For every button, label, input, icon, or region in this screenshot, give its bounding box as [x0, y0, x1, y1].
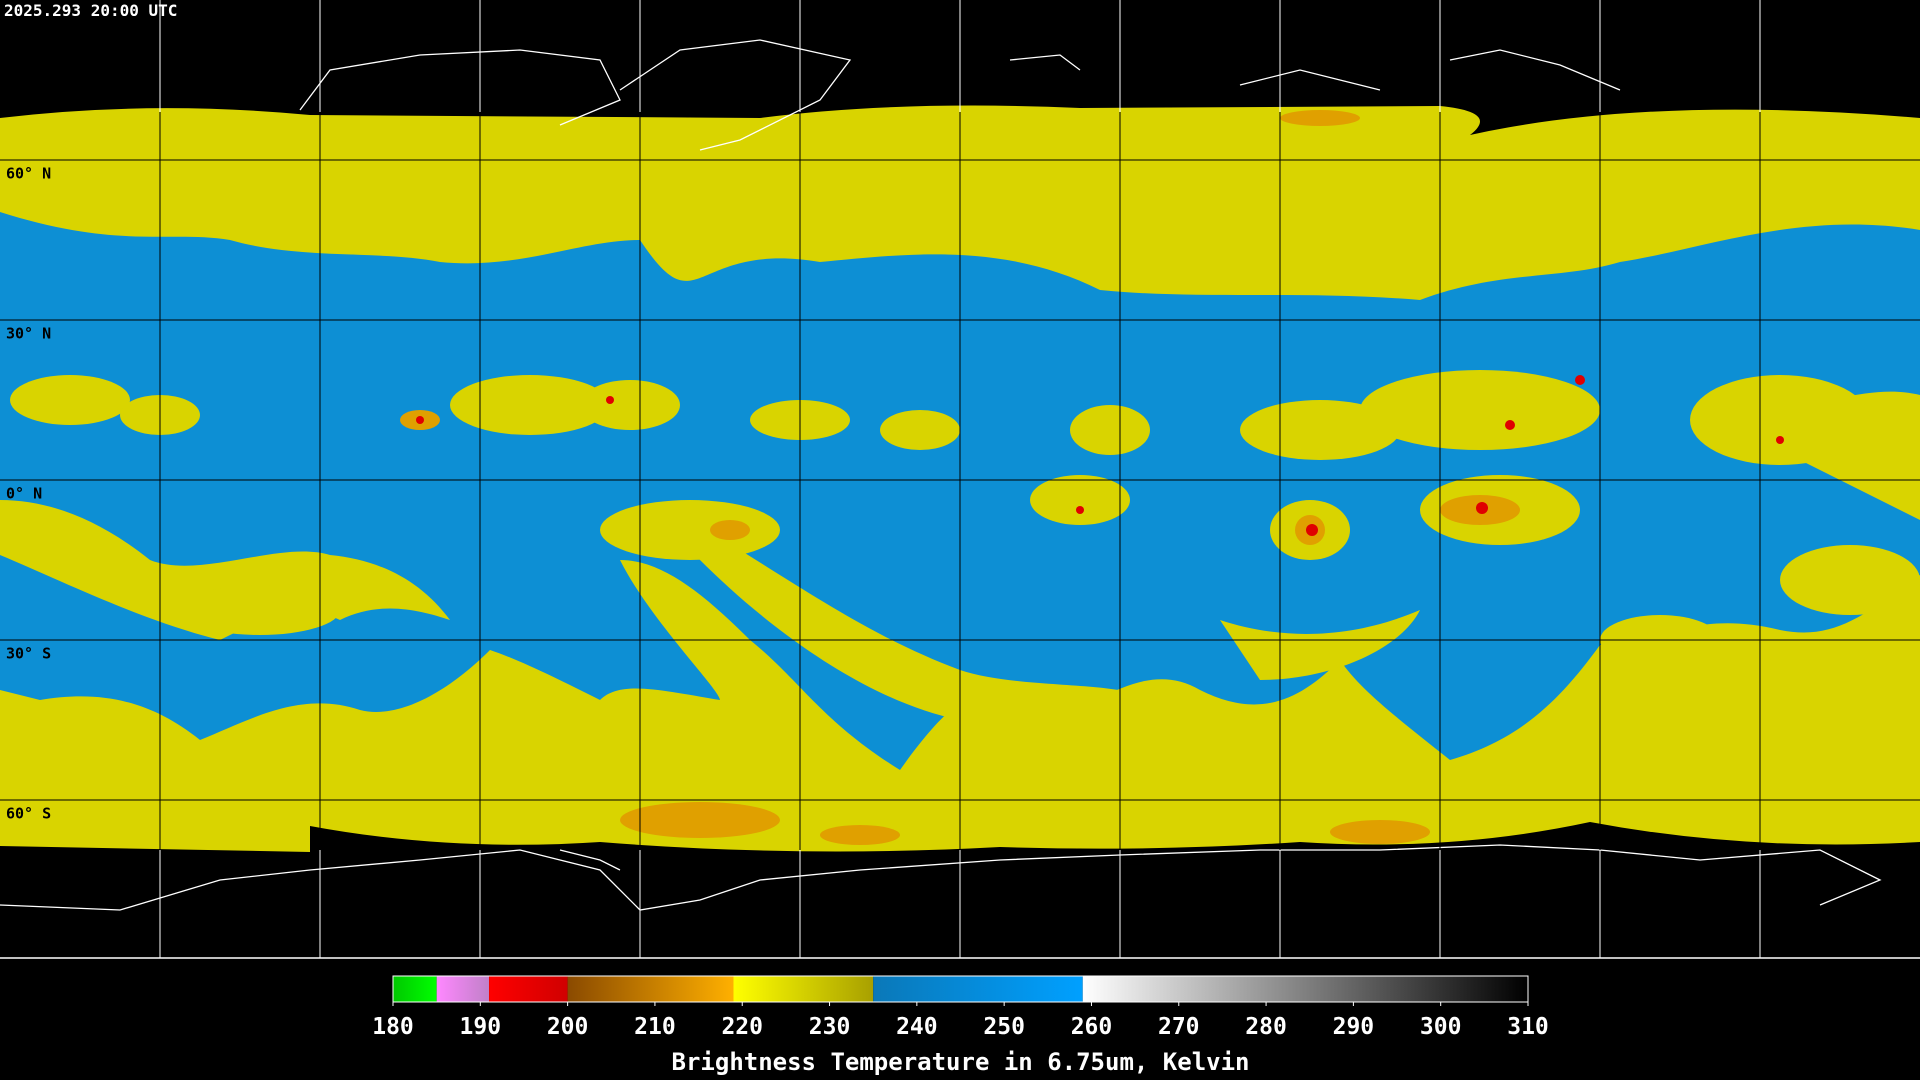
- timestamp: 2025.293 20:00 UTC: [4, 1, 177, 20]
- tick-label: 180: [372, 1014, 414, 1040]
- graticule: [0, 0, 1920, 959]
- lat-label: 30° N: [6, 325, 51, 343]
- latitude-labels: 60° N 30° N 0° N 30° S 60° S: [6, 165, 51, 823]
- colorbar-segment: [436, 976, 490, 1002]
- colorbar-segment: [1082, 976, 1528, 1002]
- colorbar-segment: [393, 976, 437, 1002]
- colorbar-segment: [567, 976, 734, 1002]
- tick-label: 240: [896, 1014, 938, 1040]
- tick-label: 270: [1158, 1014, 1200, 1040]
- tick-label: 210: [634, 1014, 676, 1040]
- colorbar: 180 190 200 210 220 230 240 250 260 270 280 290 300 3…: [372, 975, 1549, 1076]
- colorbar-segment: [733, 976, 874, 1002]
- lat-label: 30° S: [6, 645, 51, 663]
- cloud-region: [692, 539, 1150, 729]
- lat-label: 60° S: [6, 805, 51, 823]
- colorbar-segment: [873, 976, 1083, 1002]
- lat-label: 0° N: [6, 485, 42, 503]
- tick-label: 230: [809, 1014, 851, 1040]
- tick-label: 200: [547, 1014, 589, 1040]
- coastline: [0, 39, 1882, 911]
- tick-label: 260: [1071, 1014, 1113, 1040]
- tick-label: 220: [721, 1014, 763, 1040]
- colorbar-label: Brightness Temperature in 6.75um, Kelvin: [672, 1048, 1250, 1076]
- cloud-region: [1220, 610, 1420, 680]
- colorbar-segment: [489, 976, 568, 1002]
- lat-label: 60° N: [6, 165, 51, 183]
- tick-label: 280: [1245, 1014, 1287, 1040]
- tick-label: 300: [1420, 1014, 1462, 1040]
- colorbar-frame: [392, 975, 1529, 1003]
- tick-label: 290: [1333, 1014, 1375, 1040]
- deep-convection: [416, 375, 1784, 536]
- tick-label: 190: [460, 1014, 502, 1040]
- tick-label: 250: [983, 1014, 1025, 1040]
- tick-label: 310: [1507, 1014, 1549, 1040]
